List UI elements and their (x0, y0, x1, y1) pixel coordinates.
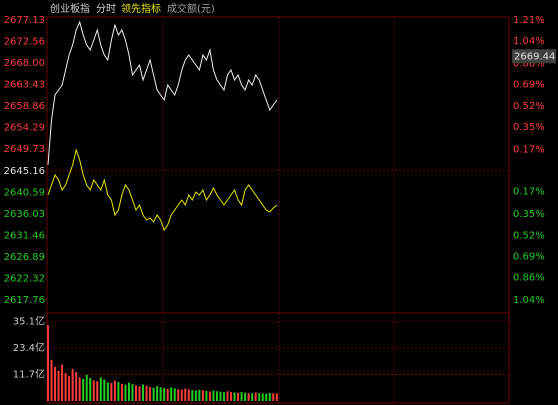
vol-tick-label: 35.1亿 (13, 315, 45, 328)
price-line (47, 20, 278, 166)
volume-title: 成交额(元) (167, 2, 215, 15)
y-tick-label: 2645.16 (4, 166, 45, 177)
y-tick-label: 2626.89 (4, 252, 45, 263)
y2-tick-label: 0.69% (513, 80, 545, 91)
y2-tick-label: 0.86% (513, 59, 545, 70)
period: 分时 (96, 3, 116, 15)
index-name: 创业板指 (50, 2, 90, 15)
y-tick-label: 2631.46 (4, 230, 45, 241)
y-tick-label: 2617.76 (4, 295, 45, 306)
frame (46, 16, 510, 404)
y2-tick-label: 1.04% (513, 36, 545, 47)
price-tag-box (512, 49, 556, 64)
y2-tick-label: 0.86% (513, 273, 545, 284)
y2-tick-label: 0.35% (513, 122, 545, 133)
y-tick-label: 2649.73 (4, 144, 45, 155)
y2-tick-label: 0.52% (513, 230, 545, 241)
y2-tick-label: 1.04% (513, 295, 545, 306)
y2-tick-label: 0.35% (513, 209, 545, 220)
y-tick-label: 2654.29 (4, 123, 45, 134)
price-line (47, 148, 278, 232)
y-tick-label: 2636.03 (4, 209, 45, 220)
y-tick-label: 2677.13 (4, 15, 45, 26)
y2-tick-label: 1.21% (513, 15, 545, 26)
y2-tick-label: 0.52% (513, 101, 545, 112)
vol-tick-label: 23.4亿 (13, 341, 45, 354)
y-tick-label: 2663.43 (4, 80, 45, 91)
y-tick-label: 2672.56 (4, 37, 45, 48)
y2-tick-label: 0.17% (513, 187, 545, 198)
legend-lead: 领先指标 (121, 2, 161, 15)
price-tag: 2669.44 (514, 51, 555, 62)
y-tick-label: 2622.32 (4, 273, 45, 284)
y2-tick-label: 0.69% (513, 251, 545, 262)
vol-tick-label: 11.7亿 (13, 368, 45, 381)
y-tick-label: 2668.00 (4, 58, 45, 69)
y2-tick-label: 0.17% (513, 144, 545, 155)
y-tick-label: 2658.86 (4, 101, 45, 112)
y-tick-label: 2640.59 (4, 187, 45, 198)
